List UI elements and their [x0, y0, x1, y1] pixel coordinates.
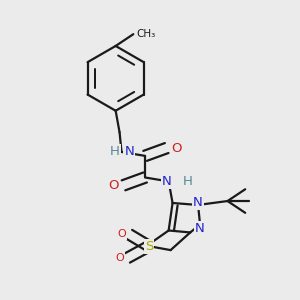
Text: H: H [110, 146, 120, 158]
Text: N: N [162, 175, 172, 188]
Text: O: O [172, 142, 182, 154]
Text: N: N [124, 146, 134, 158]
Text: N: N [195, 222, 205, 235]
Text: N: N [193, 196, 203, 208]
Text: O: O [118, 230, 126, 239]
Text: O: O [108, 179, 119, 192]
Text: O: O [116, 253, 124, 263]
Text: H: H [182, 175, 192, 188]
Text: CH₃: CH₃ [136, 29, 155, 39]
Text: S: S [145, 240, 153, 253]
